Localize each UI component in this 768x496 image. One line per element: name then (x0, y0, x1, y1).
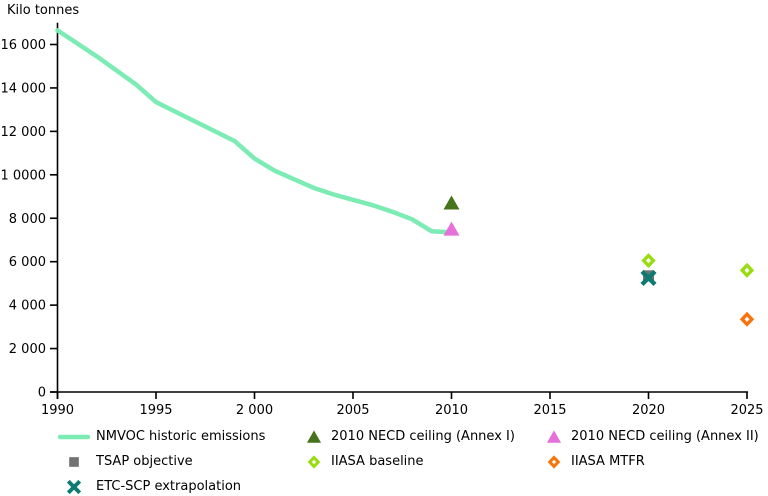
triangle-legend-glyph (546, 429, 562, 443)
x-tick-label: 2025 (730, 403, 763, 418)
diamond-marker-center (744, 267, 750, 273)
series-iiasa-mtfr (739, 311, 755, 327)
historic-emissions-line (55, 28, 454, 235)
triangle-marker (306, 429, 322, 443)
square-legend-icon (58, 453, 90, 471)
legend-item: 2010 NECD ceiling (Annex II) (543, 424, 759, 449)
legend-item: 2010 NECD ceiling (Annex I) (303, 424, 515, 449)
x-marker (640, 269, 657, 287)
legend-column-2: 2010 NECD ceiling (Annex I) IIASA baselin… (303, 424, 515, 474)
plot-area: 0 2 000 4 000 6 000 8 000 1 0000 12 000 14 000 1… (1, 22, 764, 418)
y-axis-title: Kilo tonnes (7, 3, 80, 18)
y-tick-label: 4 000 (9, 299, 46, 314)
diamond-legend-glyph (547, 454, 561, 469)
y-tick-label: 2 000 (9, 342, 46, 357)
series-etc-scp-extrapolation (640, 269, 657, 287)
x-tick-label: 2010 (435, 403, 468, 418)
y-tick-label: 1 0000 (1, 168, 47, 183)
legend-label: ETC-SCP extrapolation (96, 479, 242, 494)
legend-item: NMVOC historic emissions (58, 424, 265, 449)
x-legend-glyph (66, 479, 82, 494)
legend-column-1: NMVOC historic emissions TSAP objective ET… (58, 424, 265, 496)
series-2010-necd-ceiling-annex-ii- (443, 221, 460, 236)
legend-label: 2010 NECD ceiling (Annex II) (571, 429, 759, 444)
series-2010-necd-ceiling-annex-i- (443, 195, 460, 210)
x-tick-label: 2005 (336, 403, 369, 418)
legend-item: IIASA MTFR (543, 449, 759, 474)
triangle-legend-icon (543, 428, 565, 446)
diamond-legend-icon (543, 453, 565, 471)
diamond-marker-center (744, 316, 750, 322)
square-marker (69, 456, 79, 467)
x-tick-label: 2 000 (236, 403, 273, 418)
x-tick-label: 2020 (632, 403, 665, 418)
legend-label: IIASA MTFR (571, 454, 645, 469)
triangle-legend-icon (303, 428, 325, 446)
y-tick-label: 16 000 (1, 38, 47, 53)
legend-label: TSAP objective (96, 454, 193, 469)
triangle-legend-glyph (306, 429, 322, 443)
y-tick-label: 12 000 (1, 125, 47, 140)
legend-label: 2010 NECD ceiling (Annex I) (331, 429, 515, 444)
legend: NMVOC historic emissions TSAP objective ET… (0, 424, 768, 496)
y-tick-label: 0 (38, 386, 46, 401)
legend-label: NMVOC historic emissions (96, 429, 266, 444)
legend-column-3: 2010 NECD ceiling (Annex II) IIASA MTFR (543, 424, 759, 474)
x-legend-icon (58, 478, 90, 496)
x-marker (66, 479, 82, 494)
diamond-legend-glyph (307, 454, 321, 469)
line-legend-glyph (58, 434, 90, 439)
diamond-legend-icon (303, 453, 325, 471)
diamond-marker-center (551, 459, 557, 464)
legend-item: IIASA baseline (303, 449, 515, 474)
legend-label: IIASA baseline (331, 454, 424, 469)
legend-item: ETC-SCP extrapolation (58, 474, 265, 496)
y-tick-label: 8 000 (9, 212, 46, 227)
line-legend-icon (58, 428, 90, 446)
x-tick-label: 1995 (139, 403, 172, 418)
x-tick-label: 2015 (533, 403, 566, 418)
x-tick-label: 1990 (41, 403, 74, 418)
triangle-marker (546, 429, 562, 443)
legend-item: TSAP objective (58, 449, 265, 474)
series-iiasa-baseline (641, 253, 755, 278)
diamond-marker-center (311, 459, 317, 464)
diamond-marker-center (646, 258, 651, 264)
y-tick-label: 6 000 (9, 255, 46, 270)
y-tick-label: 14 000 (1, 81, 47, 96)
triangle-marker (443, 195, 460, 210)
triangle-marker (443, 221, 460, 236)
square-legend-glyph (69, 456, 79, 467)
